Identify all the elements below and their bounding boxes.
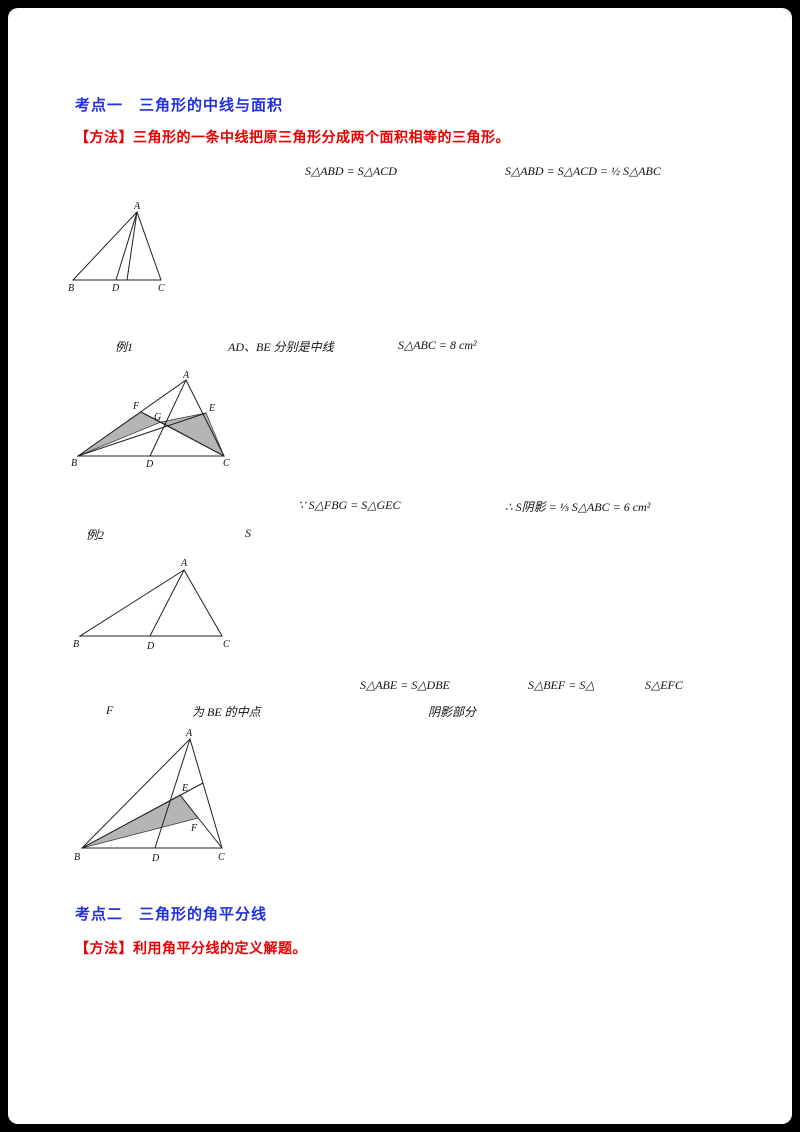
fig2-label-a: A [182, 370, 190, 381]
linec-left: ∵ S△FBG = S△GEC [298, 498, 401, 512]
section2-heading: 考点二 三角形的角平分线 [75, 906, 268, 923]
section1-heading: 考点一 三角形的中线与面积 [75, 97, 284, 114]
figure-triangle-median-2: A B D C [73, 558, 230, 652]
fig1-label-a: A [133, 201, 141, 212]
fig2-label-d: D [145, 459, 154, 470]
linef-part3: 阴影部分 [428, 705, 477, 719]
fig3-label-a: A [180, 558, 188, 569]
document-paper: 考点一 三角形的中线与面积 【方法】三角形的一条中线把原三角形分成两个面积相等的… [8, 8, 792, 1124]
example1-part1: 例1 [115, 340, 134, 354]
fig4-label-f: F [190, 823, 198, 834]
lined-left: 例2 [86, 528, 105, 542]
section2-method-note: 【方法】利用角平分线的定义解题。 [75, 940, 307, 956]
linef-part2: 为 BE 的中点 [192, 705, 261, 719]
section1-method-note: 【方法】三角形的一条中线把原三角形分成两个面积相等的三角形。 [75, 129, 510, 145]
figure-triangle-median-1: A B D C [68, 201, 165, 294]
fig2-label-b: B [71, 458, 77, 469]
fig1-label-d: D [111, 283, 120, 294]
fig2-label-f: F [132, 401, 140, 412]
formula-right: S△ABD = S△ACD = ½ S△ABC [505, 164, 661, 178]
fig1-label-c: C [158, 283, 165, 294]
example1-part3: S△ABC = 8 cm² [398, 338, 477, 352]
fig4-label-e: E [181, 783, 188, 794]
formula-left: S△ABD = S△ACD [305, 164, 397, 178]
figure-triangle-cevians-shaded: A F G E B D C [71, 370, 230, 470]
fig4-label-c: C [218, 852, 225, 863]
fig1-label-b: B [68, 283, 74, 294]
fig4-label-a: A [185, 728, 193, 739]
linec-right: ∴ S阴影 = ⅓ S△ABC = 6 cm² [505, 500, 651, 514]
fig4-label-d: D [151, 853, 160, 864]
linee-part1: S△ABE = S△DBE [360, 678, 450, 692]
figure-triangle-shaded-sliver: A E F B D C [74, 728, 225, 864]
lined-right: S [245, 526, 251, 540]
fig2-label-e: E [208, 403, 215, 414]
fig2-label-g: G [154, 412, 161, 423]
linef-part1: F [106, 703, 114, 717]
fig4-label-b: B [74, 852, 80, 863]
fig2-label-c: C [223, 458, 230, 469]
linee-part2: S△BEF = S△ [528, 678, 595, 692]
linee-part3: S△EFC [645, 678, 683, 692]
fig3-label-d: D [146, 641, 155, 652]
example1-part2: AD、BE 分别是中线 [228, 340, 334, 354]
fig3-label-b: B [73, 639, 79, 650]
fig3-label-c: C [223, 639, 230, 650]
